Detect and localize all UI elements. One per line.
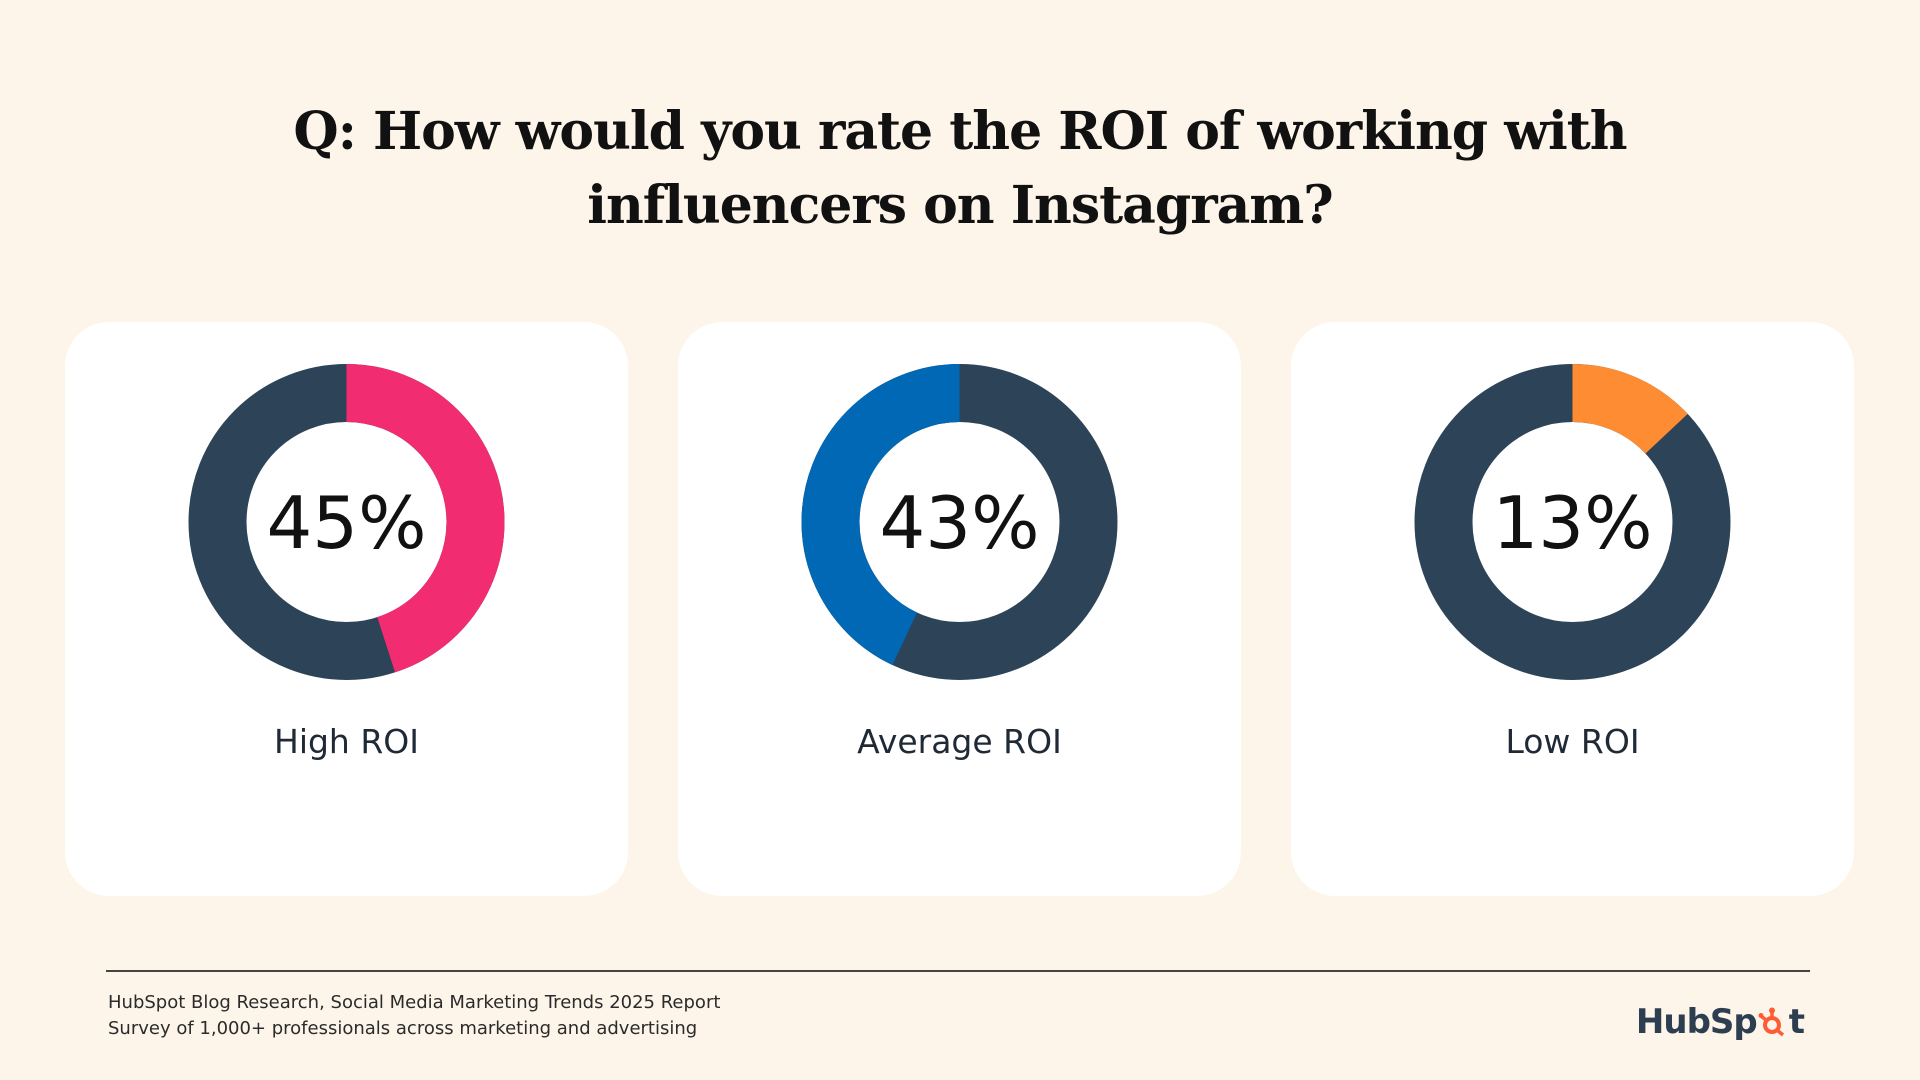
source-line-1: HubSpot Blog Research, Social Media Mark…	[108, 992, 721, 1013]
card-high-roi: 45% High ROI	[65, 322, 628, 896]
donut-slice-high-roi	[188, 364, 505, 680]
category-label-high-roi: High ROI	[274, 722, 419, 761]
donut-high-roi: 45%	[188, 364, 505, 680]
logo-text-suffix: t	[1788, 1002, 1805, 1042]
category-label-low-roi: Low ROI	[1505, 722, 1640, 761]
donut-average-roi: 43%	[801, 364, 1118, 680]
card-low-roi: 13% Low ROI	[1291, 322, 1854, 896]
donut-slice-average-roi	[801, 364, 1118, 680]
chart-title-line-2: influencers on Instagram?	[587, 175, 1334, 236]
footer-divider	[106, 970, 1810, 972]
donut-low-roi: 13%	[1414, 364, 1731, 680]
donut-slice-low-roi	[1414, 364, 1731, 680]
hubspot-logo: HubSp t	[1635, 1002, 1805, 1042]
value-label-low-roi: 13%	[1492, 481, 1652, 565]
source-line-2: Survey of 1,000+ professionals across ma…	[108, 1018, 698, 1039]
chart-title: Q: How would you rate the ROI of working…	[0, 95, 1920, 243]
value-label-average-roi: 43%	[879, 481, 1039, 565]
value-label-high-roi: 45%	[266, 481, 426, 565]
logo-text-prefix: HubSp	[1635, 1002, 1758, 1042]
chart-title-line-1: Q: How would you rate the ROI of working…	[293, 101, 1627, 162]
card-average-roi: 43% Average ROI	[678, 322, 1241, 896]
sprocket-icon	[1758, 1007, 1784, 1037]
source-note: HubSpot Blog Research, Social Media Mark…	[108, 990, 720, 1042]
category-label-average-roi: Average ROI	[857, 722, 1062, 761]
